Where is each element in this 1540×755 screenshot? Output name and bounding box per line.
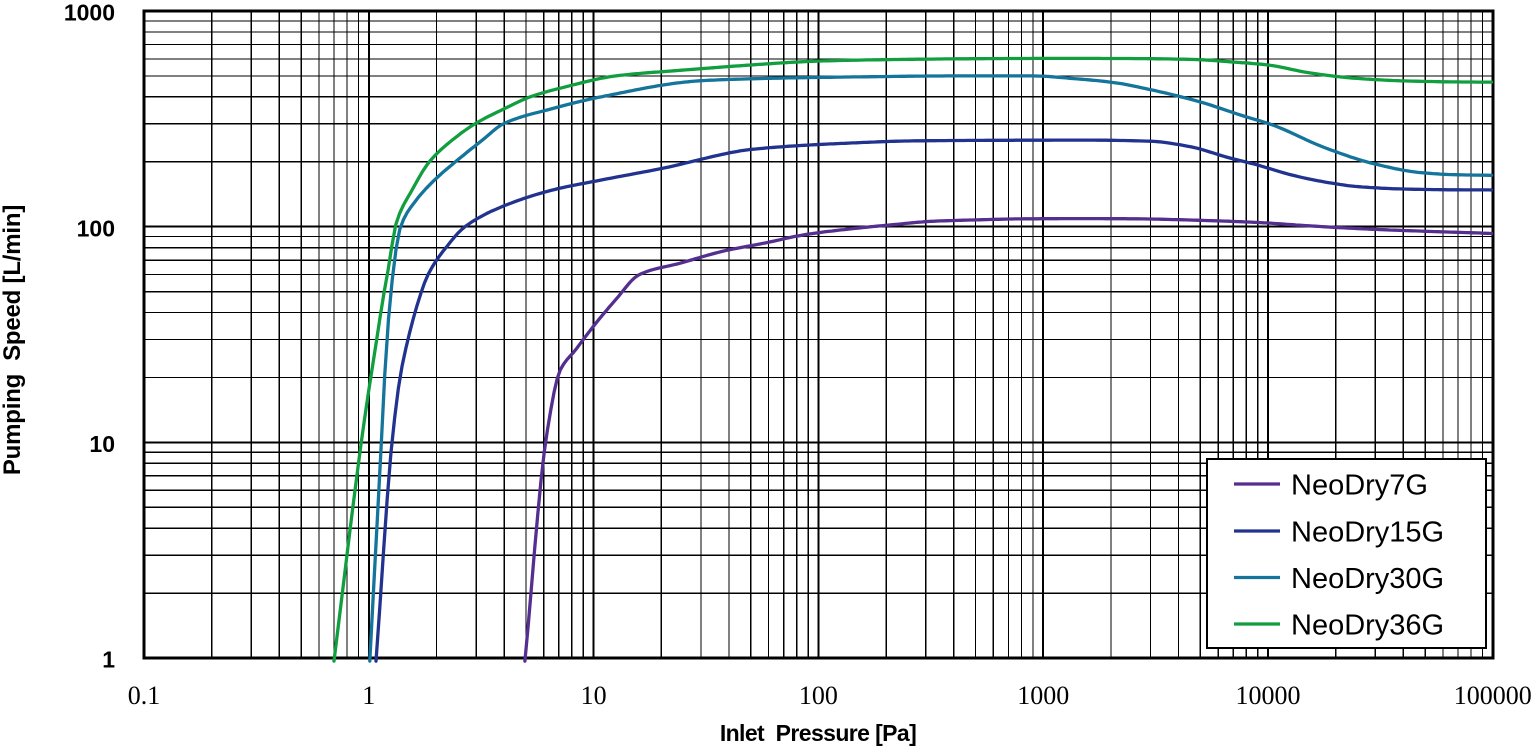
svg-text:1000: 1000	[1017, 681, 1069, 710]
svg-text:100: 100	[799, 681, 838, 710]
svg-text:100000: 100000	[1454, 681, 1532, 710]
svg-text:10: 10	[89, 431, 115, 457]
svg-text:0.1: 0.1	[128, 681, 161, 710]
svg-text:100: 100	[77, 215, 115, 241]
svg-text:1: 1	[362, 681, 375, 710]
svg-text:NeoDry15G: NeoDry15G	[1291, 517, 1444, 549]
svg-text:Pumping Speed [L/min]: Pumping Speed [L/min]	[0, 205, 26, 475]
svg-text:NeoDry7G: NeoDry7G	[1291, 470, 1428, 502]
svg-text:10: 10	[581, 681, 607, 710]
svg-text:1: 1	[102, 647, 115, 673]
svg-text:1000: 1000	[64, 0, 115, 26]
svg-text:10000: 10000	[1236, 681, 1301, 710]
svg-text:NeoDry36G: NeoDry36G	[1291, 610, 1444, 642]
svg-text:Inlet Pressure [Pa]: Inlet Pressure [Pa]	[720, 720, 916, 746]
svg-text:NeoDry30G: NeoDry30G	[1291, 563, 1444, 595]
